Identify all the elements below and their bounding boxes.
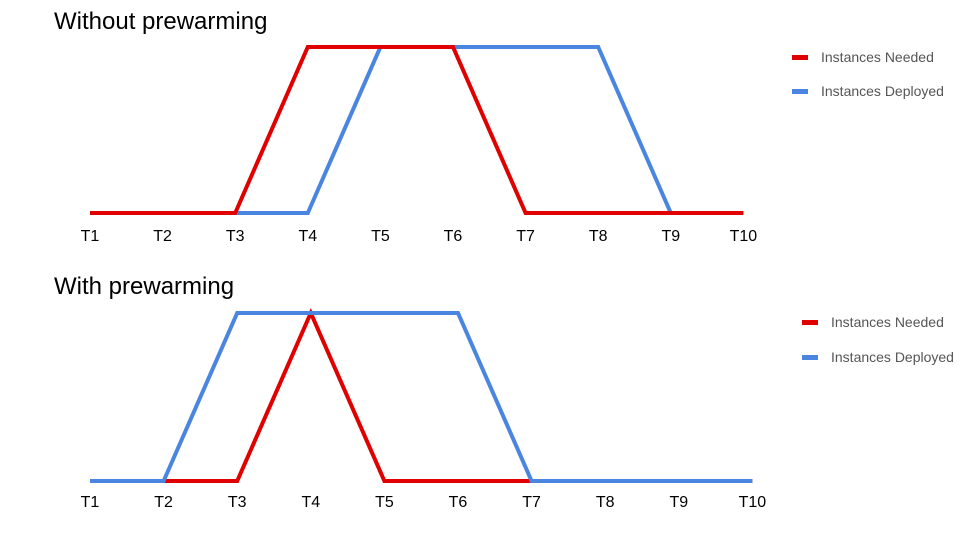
x-tick-label: T10 xyxy=(739,494,767,511)
x-tick-label: T4 xyxy=(298,228,317,245)
x-tick-label: T3 xyxy=(228,494,247,511)
x-tick-label: T1 xyxy=(81,494,100,511)
x-tick-label: T6 xyxy=(449,494,468,511)
series-line-instances-needed xyxy=(90,308,753,483)
x-tick-label: T9 xyxy=(661,228,680,245)
x-tick-label: T9 xyxy=(669,494,688,511)
x-tick-label: T6 xyxy=(444,228,463,245)
x-tick-label: T8 xyxy=(596,494,615,511)
x-tick-label: T5 xyxy=(375,494,394,511)
legend-label: Instances Deployed xyxy=(831,349,954,365)
chart-without-prewarming: T1 T2 T3 T4 T5 T6 T7 T8 T9 T10 xyxy=(81,45,758,245)
chart-title-without-prewarming: Without prewarming xyxy=(54,8,268,35)
x-tick-label: T10 xyxy=(730,228,758,245)
legend-swatch-deployed xyxy=(802,355,818,360)
series-line-instances-needed xyxy=(90,45,744,215)
x-tick-label: T7 xyxy=(516,228,535,245)
x-tick-label: T8 xyxy=(589,228,608,245)
chart-title-with-prewarming: With prewarming xyxy=(54,273,235,300)
x-tick-label: T2 xyxy=(153,228,172,245)
chart-with-prewarming: T1 T2 T3 T4 T5 T6 T7 T8 T9 T10 xyxy=(81,308,767,511)
x-tick-label: T3 xyxy=(226,228,245,245)
x-tick-label: T7 xyxy=(522,494,541,511)
x-tick-label: T1 xyxy=(81,228,100,245)
legend-swatch-deployed xyxy=(792,89,808,94)
legend-label: Instances Needed xyxy=(831,314,944,330)
legend-swatch-needed xyxy=(792,55,808,60)
x-tick-label: T2 xyxy=(154,494,173,511)
legend-label: Instances Deployed xyxy=(821,83,944,99)
series-line-instances-deployed xyxy=(90,45,744,215)
x-tick-label: T5 xyxy=(371,228,390,245)
legend-label: Instances Needed xyxy=(821,49,934,65)
x-tick-label: T4 xyxy=(301,494,320,511)
legend-swatch-needed xyxy=(802,320,818,325)
series-line-instances-deployed xyxy=(90,311,753,483)
